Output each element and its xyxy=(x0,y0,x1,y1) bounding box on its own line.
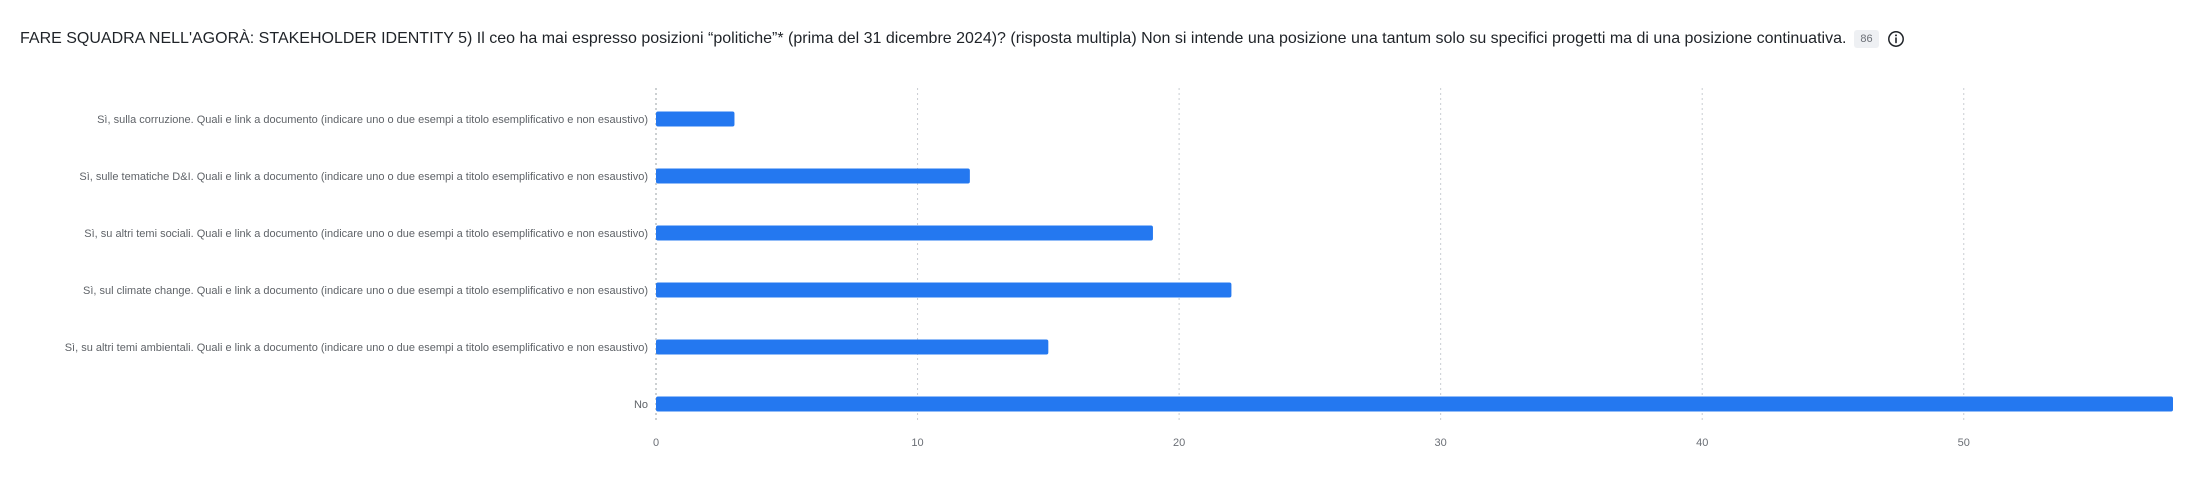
bar xyxy=(656,168,970,184)
chart-title: FARE SQUADRA NELL'AGORÀ: STAKEHOLDER IDE… xyxy=(20,30,1847,47)
info-circle-icon[interactable] xyxy=(1887,30,1905,48)
category-label: Sì, sul climate change. Quali e link a d… xyxy=(83,285,648,297)
x-tick-label: 50 xyxy=(1958,437,1970,449)
x-tick-label: 10 xyxy=(911,437,923,449)
category-label: Sì, sulla corruzione. Quali e link a doc… xyxy=(97,114,648,126)
bar xyxy=(656,339,1049,355)
category-label: Sì, su altri temi ambientali. Quali e li… xyxy=(65,342,648,354)
bar xyxy=(656,111,735,127)
x-tick-label: 40 xyxy=(1696,437,1708,449)
bar xyxy=(656,282,1232,298)
bar xyxy=(656,396,2173,412)
category-label: Sì, su altri temi sociali. Quali e link … xyxy=(84,228,648,240)
x-tick-label: 0 xyxy=(653,437,659,449)
bar xyxy=(656,225,1153,241)
chart-header: FARE SQUADRA NELL'AGORÀ: STAKEHOLDER IDE… xyxy=(20,27,1905,51)
response-count-badge: 86 xyxy=(1854,30,1879,48)
category-label: Sì, sulle tematiche D&I. Quali e link a … xyxy=(79,171,648,183)
category-label: No xyxy=(634,399,648,411)
x-tick-label: 30 xyxy=(1435,437,1447,449)
x-tick-label: 20 xyxy=(1173,437,1185,449)
